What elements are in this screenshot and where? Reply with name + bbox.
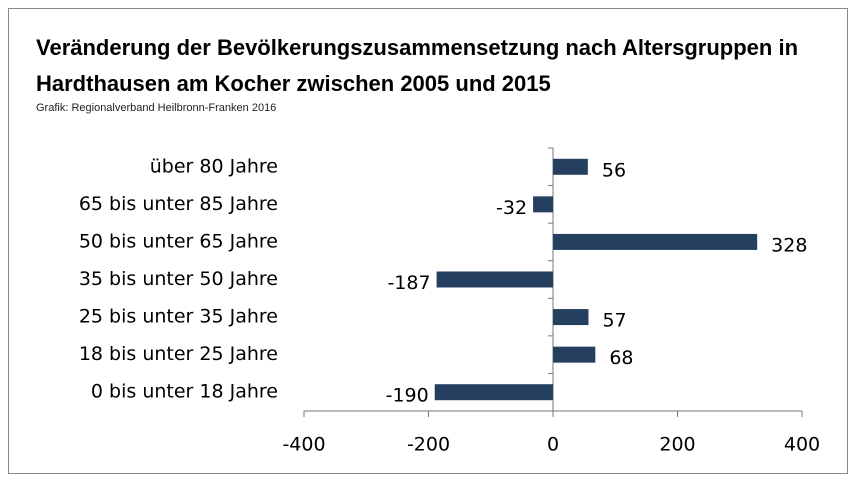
y-tick-label: 25 bis unter 35 Jahre xyxy=(79,306,278,328)
bar xyxy=(553,158,588,175)
data-label: 57 xyxy=(602,310,626,332)
bar xyxy=(553,233,758,250)
data-label: -190 xyxy=(386,385,429,407)
data-label: -187 xyxy=(387,272,430,294)
y-tick-label: 65 bis unter 85 Jahre xyxy=(79,193,278,215)
y-tick-label: 50 bis unter 65 Jahre xyxy=(79,230,278,252)
bar xyxy=(434,384,553,401)
y-tick-label: 35 bis unter 50 Jahre xyxy=(79,268,278,290)
y-tick-label: 0 bis unter 18 Jahre xyxy=(91,381,278,403)
data-label: 56 xyxy=(602,159,626,181)
bar xyxy=(436,271,553,288)
chart-subtitle: Grafik: Regionalverband Heilbronn-Franke… xyxy=(36,102,277,114)
chart-title: Veränderung der Bevölkerungszusammensetz… xyxy=(36,35,799,96)
x-tick-label: 0 xyxy=(547,434,559,456)
x-tick-label: 200 xyxy=(659,434,695,456)
x-tick-label: -400 xyxy=(282,434,325,456)
y-tick-label: 18 bis unter 25 Jahre xyxy=(79,343,278,365)
chart-frame xyxy=(8,8,848,474)
data-label: 328 xyxy=(771,234,807,256)
bar xyxy=(553,346,596,363)
data-label: -32 xyxy=(496,197,527,219)
bar xyxy=(553,309,589,326)
bar xyxy=(533,196,553,213)
y-tick-label: über 80 Jahre xyxy=(150,155,278,177)
data-label: 68 xyxy=(609,347,633,369)
x-tick-label: -200 xyxy=(407,434,450,456)
x-tick-label: 400 xyxy=(784,434,820,456)
